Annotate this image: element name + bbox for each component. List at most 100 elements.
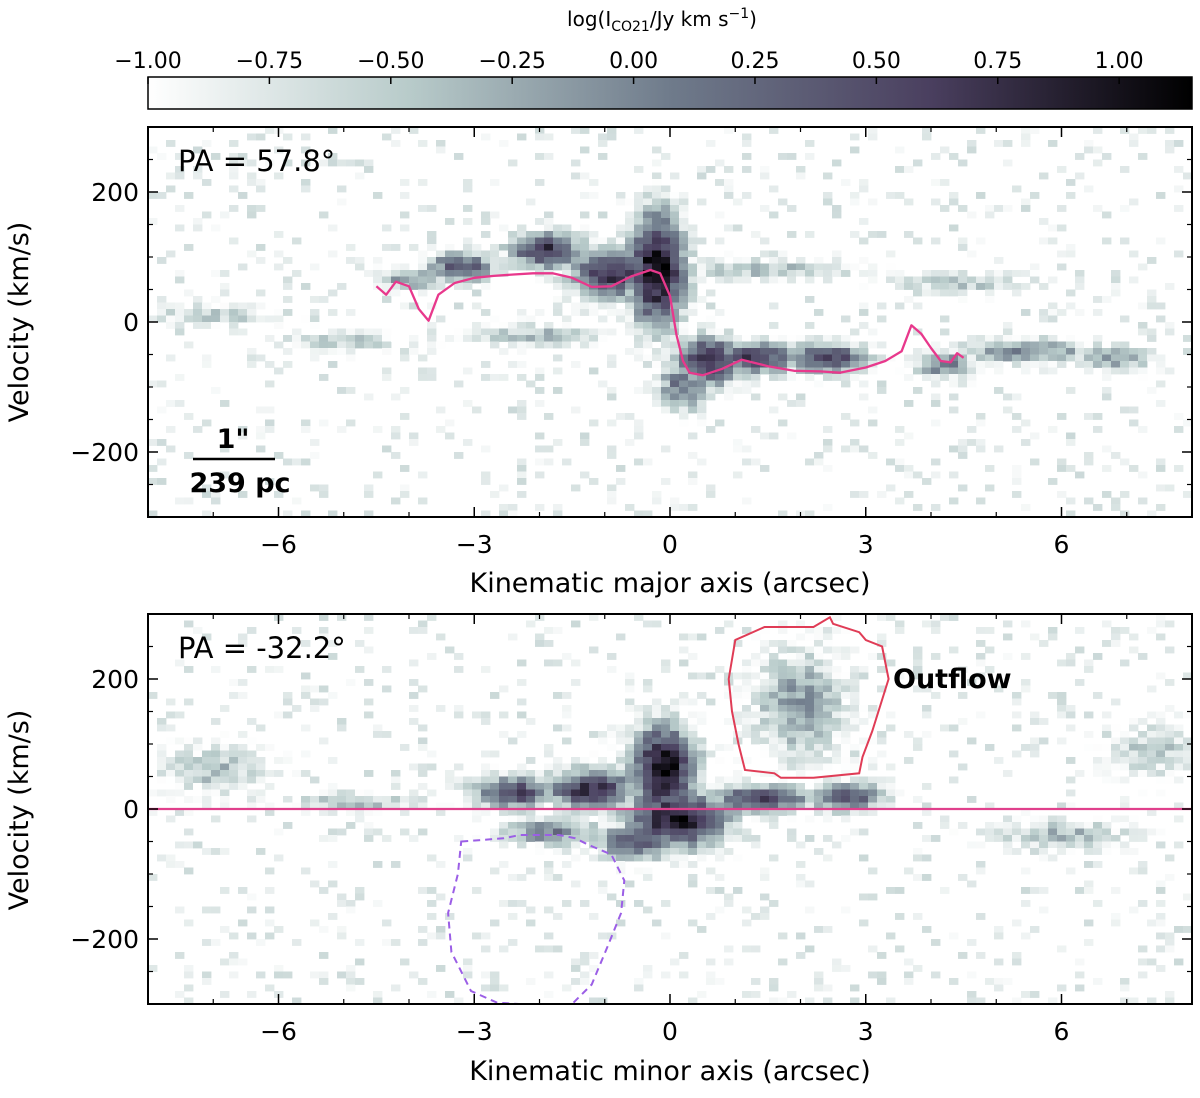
heatmap-cell <box>481 770 491 777</box>
heatmap-cell <box>247 932 257 940</box>
heatmap-cell <box>1030 354 1040 362</box>
heatmap-cell <box>670 731 680 738</box>
heatmap-cell <box>1021 679 1031 686</box>
heatmap-cell <box>1048 309 1058 316</box>
heatmap-cell <box>733 445 743 453</box>
heatmap-cell <box>598 776 608 784</box>
heatmap-cell <box>805 335 815 342</box>
heatmap-cell <box>607 841 617 849</box>
heatmap-cell <box>193 146 203 154</box>
heatmap-cell <box>319 698 329 706</box>
heatmap-cell <box>373 192 383 199</box>
heatmap-cell <box>733 672 743 680</box>
heatmap-cell <box>760 367 770 375</box>
heatmap-cell <box>787 685 797 693</box>
heatmap-cell <box>1129 815 1139 823</box>
heatmap-cell <box>1084 497 1094 505</box>
heatmap-cell <box>364 159 374 167</box>
heatmap-cell <box>742 796 752 803</box>
heatmap-cell <box>589 367 599 375</box>
heatmap-cell <box>238 432 248 440</box>
heatmap-cell <box>283 296 293 303</box>
heatmap-cell <box>823 711 833 719</box>
heatmap-cell <box>985 211 995 219</box>
heatmap-cell <box>607 445 617 453</box>
heatmap-cell <box>517 789 527 797</box>
heatmap-cell <box>625 705 635 712</box>
heatmap-cell <box>526 978 536 985</box>
heatmap-cell <box>355 159 365 167</box>
heatmap-cell <box>922 270 932 277</box>
heatmap-cell <box>1183 172 1192 180</box>
heatmap-cell <box>1093 763 1103 771</box>
heatmap-cell <box>949 471 959 479</box>
heatmap-cell <box>589 328 599 336</box>
heatmap-cell <box>1165 776 1175 784</box>
heatmap-cell <box>1021 822 1031 829</box>
heatmap-cell <box>724 900 734 907</box>
heatmap-cell <box>688 711 698 719</box>
heatmap-cell <box>1120 815 1130 823</box>
heatmap-cell <box>796 172 806 180</box>
heatmap-cell <box>724 224 734 232</box>
heatmap-cell <box>688 400 698 407</box>
heatmap-cell <box>814 679 824 686</box>
heatmap-cell <box>580 263 590 271</box>
heatmap-cell <box>292 341 302 349</box>
heatmap-cell <box>778 198 788 206</box>
heatmap-cell <box>499 374 509 381</box>
heatmap-cell <box>1165 991 1175 998</box>
heatmap-cell <box>634 192 644 199</box>
heatmap-cell <box>571 620 581 628</box>
heatmap-cell <box>841 809 851 816</box>
heatmap-cell <box>643 770 653 777</box>
heatmap-cell <box>760 237 770 245</box>
heatmap-cell <box>958 270 968 277</box>
heatmap-cell <box>832 789 842 797</box>
heatmap-cell <box>886 932 896 940</box>
heatmap-cell <box>751 776 761 784</box>
heatmap-cell <box>670 815 680 823</box>
heatmap-cell <box>1066 341 1076 349</box>
heatmap-cell <box>607 244 617 251</box>
heatmap-cell <box>625 237 635 245</box>
heatmap-cell <box>1093 309 1103 316</box>
heatmap-cell <box>922 348 932 355</box>
heatmap-cell <box>850 776 860 784</box>
heatmap-cell <box>814 971 824 979</box>
heatmap-cell <box>265 361 275 368</box>
heatmap-cell <box>202 315 212 323</box>
heatmap-cell <box>931 380 941 388</box>
heatmap-cell <box>310 348 320 355</box>
heatmap-cell <box>364 796 374 803</box>
minor-axis-pa-label: PA = -32.2° <box>178 631 346 665</box>
heatmap-cell <box>823 426 833 433</box>
heatmap-cell <box>346 900 356 907</box>
heatmap-cell <box>1075 646 1085 654</box>
heatmap-cell <box>265 380 275 388</box>
heatmap-cell <box>679 205 689 212</box>
heatmap-cell <box>661 192 671 199</box>
heatmap-cell <box>778 335 788 342</box>
heatmap-cell <box>985 348 995 355</box>
heatmap-cell <box>1120 997 1130 1004</box>
heatmap-cell <box>310 705 320 712</box>
heatmap-cell <box>625 302 635 310</box>
heatmap-cell <box>652 302 662 310</box>
heatmap-cell <box>985 361 995 368</box>
heatmap-cell <box>913 237 923 245</box>
heatmap-cell <box>220 211 230 219</box>
heatmap-cell <box>805 627 815 634</box>
heatmap-cell <box>274 770 284 777</box>
heatmap-cell <box>724 835 734 842</box>
heatmap-cell <box>751 393 761 401</box>
heatmap-cell <box>418 471 428 479</box>
heatmap-cell <box>859 322 869 329</box>
heatmap-cell <box>1057 692 1067 699</box>
heatmap-cell <box>850 354 860 362</box>
heatmap-cell <box>499 711 509 719</box>
heatmap-cell <box>580 471 590 479</box>
heatmap-cell <box>643 309 653 316</box>
heatmap-cell <box>1084 939 1094 946</box>
heatmap-cell <box>310 315 320 323</box>
